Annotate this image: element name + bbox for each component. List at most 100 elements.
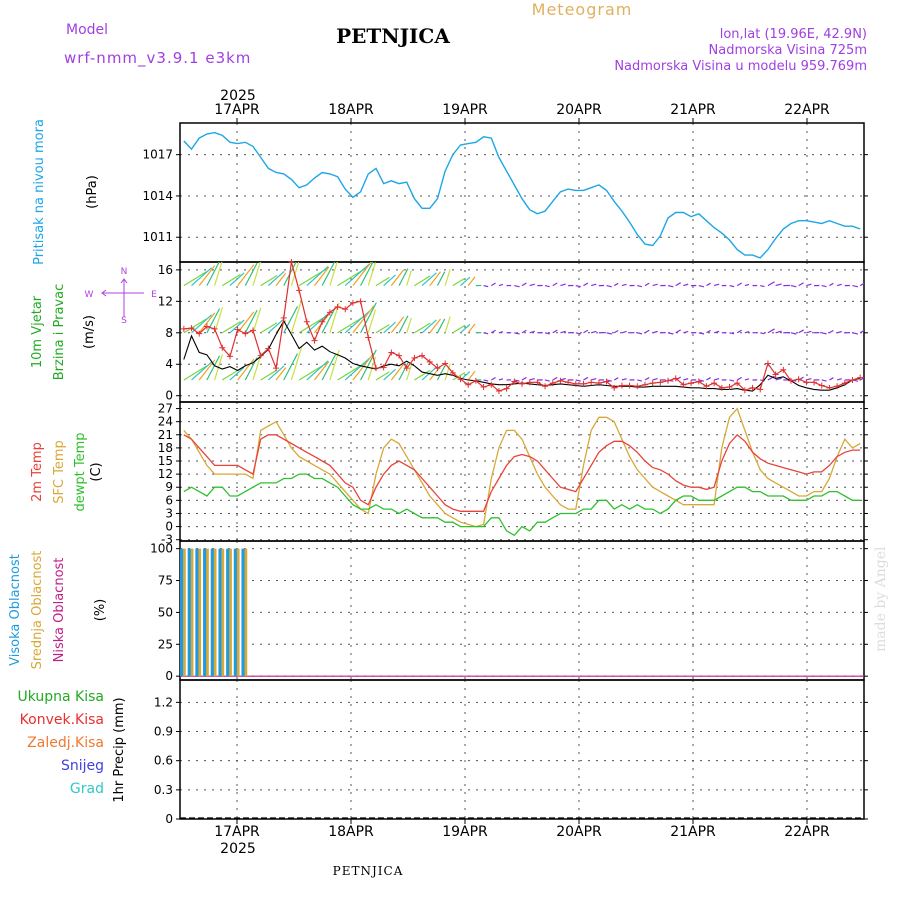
- elevation: Nadmorska Visina 725m: [709, 43, 868, 58]
- high-cloud-label: Visoka Oblacnost: [8, 554, 23, 666]
- wind-arrow: [498, 378, 504, 381]
- pressure-unit: (hPa): [85, 175, 100, 209]
- wind-arrow: [314, 266, 330, 286]
- wind-arrow: [575, 332, 581, 335]
- wind-arrow: [575, 379, 581, 382]
- y-tick-label: 0.9: [154, 725, 173, 739]
- wind-arrow: [644, 329, 650, 334]
- gust-line: [183, 319, 861, 392]
- wind-speed-point: [534, 379, 541, 386]
- wind-speed-point: [618, 382, 625, 389]
- wind-arrow: [829, 329, 834, 334]
- wind-speed-point: [688, 380, 695, 387]
- wind-speed-point: [857, 374, 864, 381]
- wind-arrow: [514, 332, 520, 335]
- wind-speed-point: [734, 380, 741, 387]
- wind-speed-point: [841, 380, 848, 387]
- wind-arrow: [344, 358, 370, 381]
- wind-arrow: [360, 349, 377, 381]
- wind-arrow: [406, 317, 412, 333]
- panels: 1011101410170481216-30369121518212427025…: [142, 102, 868, 840]
- wind-speed-point: [426, 358, 433, 365]
- wind-arrow: [798, 282, 804, 287]
- wind-speed-point: [273, 365, 280, 372]
- wind-arrow: [606, 332, 612, 335]
- panel-labels: Pritisak na nivou mora (hPa) 10m Vjetar Brz…: [8, 119, 157, 803]
- wind-arrow: [552, 376, 558, 381]
- panel-frame: [179, 679, 865, 820]
- wind-speed-point: [288, 259, 295, 265]
- wind-arrow: [790, 332, 797, 335]
- wind-arrow: [206, 308, 221, 334]
- wind-speed-point: [234, 326, 241, 333]
- wind-arrow: [736, 376, 742, 381]
- temp-2m-label: 2m Temp: [30, 442, 45, 502]
- pressure-line: [183, 131, 861, 259]
- wind-arrow: [498, 331, 504, 334]
- wind-arrow: [552, 329, 558, 334]
- wind-arrow: [744, 378, 750, 381]
- wind-speed-point: [703, 383, 710, 390]
- cloud-bar-high: [195, 548, 200, 677]
- wind-speed-point: [326, 309, 333, 316]
- wind-arrow: [490, 329, 496, 334]
- wind-arrow: [406, 270, 412, 286]
- wind-arrow: [821, 379, 827, 382]
- wind-speed-point: [757, 386, 764, 393]
- wind-arrow: [452, 371, 466, 381]
- wind-speed-point: [449, 369, 456, 376]
- wind-arrow: [390, 363, 405, 381]
- sfc-temp-line: [183, 407, 861, 528]
- wind-arrow: [767, 281, 775, 287]
- wind-arrow: [229, 366, 245, 381]
- wind-speed-point: [280, 314, 287, 321]
- wind-arrow: [275, 272, 287, 286]
- cloud-bar-high: [233, 548, 239, 677]
- cloud-bar-high: [203, 548, 208, 677]
- panel-pressure: 1011 1014 1017: [142, 122, 868, 263]
- wind-arrow: [836, 378, 842, 381]
- precip-legend-2: Zaledj.Kisa: [27, 735, 104, 751]
- station-title: PETNJICA: [336, 24, 450, 48]
- wind-arrow: [859, 329, 864, 334]
- wind-arrows: [183, 262, 864, 382]
- wind-speed-point: [242, 330, 249, 337]
- wind-arrow: [706, 329, 711, 334]
- wind-arrow: [729, 379, 735, 382]
- wind-speed-point: [818, 382, 825, 389]
- wind-arrow: [767, 328, 775, 334]
- cloud-bar-high: [218, 548, 223, 677]
- wind-speed-point: [365, 334, 372, 341]
- wind-arrow: [621, 283, 627, 287]
- wind-arrow: [652, 330, 658, 334]
- wind-speed-point: [826, 384, 833, 391]
- sfc-temp-label: SFC Temp: [52, 440, 67, 504]
- wind-arrow: [421, 319, 437, 334]
- wind-speed-point: [396, 352, 403, 359]
- wind-arrow: [713, 330, 720, 334]
- wind-arrow: [544, 285, 550, 288]
- wind-arrow: [444, 316, 451, 333]
- wind-arrow: [191, 361, 212, 381]
- wind-arrow: [736, 282, 742, 287]
- wind-arrow: [383, 368, 396, 381]
- dir-e: E: [151, 290, 157, 300]
- wind-arrow: [637, 285, 643, 288]
- wind-arrow: [344, 310, 370, 334]
- wind-speed-point: [250, 327, 257, 334]
- top-day-label: 19APR: [442, 102, 488, 118]
- wind-arrow: [229, 272, 245, 287]
- wind-speed-point: [764, 360, 771, 367]
- wind-speed-point: [303, 318, 310, 325]
- wind-arrow: [514, 285, 520, 288]
- wind-speed-point: [319, 318, 326, 325]
- wind-speed-line: [183, 261, 861, 392]
- wind-speed-point: [772, 371, 779, 378]
- wind-speed-point: [557, 377, 564, 384]
- y-tick-label: 16: [158, 263, 173, 277]
- top-day-label: 17APR: [214, 102, 260, 118]
- wind-arrow: [744, 283, 750, 287]
- wind-speed-point: [311, 337, 318, 344]
- wind-arrow: [367, 262, 377, 286]
